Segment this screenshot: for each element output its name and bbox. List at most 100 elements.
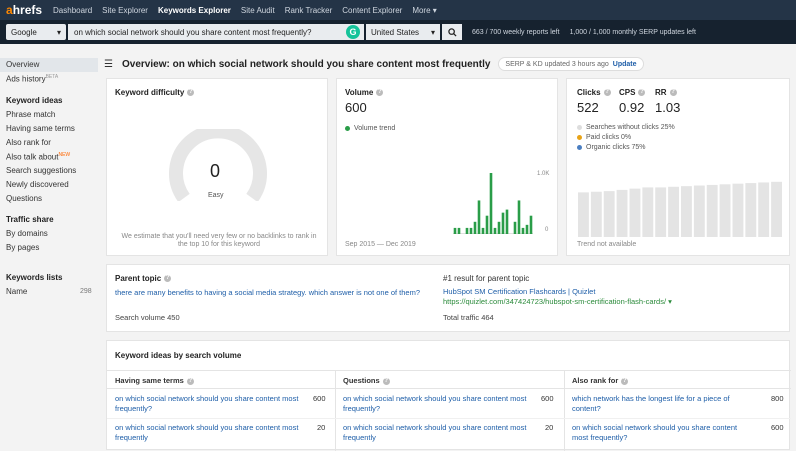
cps-label: CPS bbox=[619, 88, 636, 97]
kd-level: Easy bbox=[208, 192, 224, 199]
nav-rank-tracker[interactable]: Rank Tracker bbox=[284, 5, 333, 15]
clicks-bar bbox=[732, 183, 744, 237]
sidebar-item-also-rank[interactable]: Also rank for bbox=[6, 138, 51, 147]
nav-keywords-explorer[interactable]: Keywords Explorer bbox=[157, 5, 231, 15]
nav-dashboard[interactable]: Dashboard bbox=[53, 5, 93, 15]
top-navbar: a hrefs Dashboard Site Explorer Keywords … bbox=[0, 0, 796, 20]
help-icon[interactable]: ? bbox=[186, 377, 194, 385]
clicks-bar bbox=[590, 191, 602, 237]
legend-organic-clicks: Organic clicks 75% bbox=[577, 144, 646, 151]
keyword-input-value: on which social network should you share… bbox=[74, 27, 312, 37]
nav-more[interactable]: More ▾ bbox=[412, 5, 437, 15]
search-engine-select[interactable]: Google ▾ bbox=[6, 24, 66, 40]
table-row-keyword[interactable]: on which social network should you share… bbox=[343, 423, 527, 442]
clicks-trend-chart bbox=[578, 181, 782, 237]
rr-label: RR bbox=[655, 88, 667, 97]
rr-value: 1.03 bbox=[655, 100, 681, 115]
country-select[interactable]: United States ▾ bbox=[366, 24, 440, 40]
volume-bar bbox=[469, 227, 473, 234]
menu-icon[interactable]: ☰ bbox=[104, 58, 113, 70]
table-row-keyword[interactable]: on which social network should you share… bbox=[115, 394, 299, 413]
sidebar-item-by-pages[interactable]: By pages bbox=[6, 243, 40, 252]
nav-site-explorer[interactable]: Site Explorer bbox=[102, 5, 148, 15]
logo-a: a bbox=[6, 3, 13, 17]
help-icon[interactable]: ? bbox=[603, 89, 611, 97]
sidebar-item-phrase-match[interactable]: Phrase match bbox=[6, 110, 56, 119]
sidebar-item-by-domains[interactable]: By domains bbox=[6, 229, 48, 238]
clicks-label: Clicks bbox=[577, 88, 601, 97]
first-result-link[interactable]: HubSpot SM Certification Flashcards | Qu… bbox=[443, 287, 596, 296]
sidebar-item-newly-discovered[interactable]: Newly discovered bbox=[6, 180, 69, 189]
volume-bar bbox=[497, 221, 501, 234]
chevron-down-icon: ▾ bbox=[430, 27, 435, 37]
legend-without-clicks: Searches without clicks 25% bbox=[577, 124, 675, 131]
table-row-volume: 600 bbox=[313, 394, 326, 403]
grammarly-icon[interactable]: G bbox=[346, 25, 360, 39]
nav-site-audit[interactable]: Site Audit bbox=[240, 5, 275, 15]
sidebar-item-ads-history[interactable]: Ads historyBETA bbox=[6, 74, 58, 84]
cps-value: 0.92 bbox=[619, 100, 645, 115]
ahrefs-logo[interactable]: a hrefs bbox=[6, 0, 42, 20]
table-row-volume: 800 bbox=[771, 394, 784, 403]
volume-bar bbox=[489, 173, 493, 234]
col-head-text: Questions bbox=[343, 376, 380, 385]
volume-trend-label: Volume trend bbox=[354, 125, 396, 132]
volume-bar bbox=[529, 215, 533, 234]
volume-bar bbox=[513, 221, 517, 234]
col-head-same-terms: Having same terms? bbox=[115, 376, 194, 385]
volume-bar bbox=[457, 227, 461, 234]
table-row-volume: 600 bbox=[541, 394, 554, 403]
clicks-card: Clicks? CPS? RR? 522 0.92 1.03 Searches … bbox=[566, 78, 790, 256]
ads-history-label: Ads history bbox=[6, 74, 46, 84]
nav-content-explorer[interactable]: Content Explorer bbox=[342, 5, 403, 15]
help-icon[interactable]: ? bbox=[376, 89, 384, 97]
sidebar-item-same-terms[interactable]: Having same terms bbox=[6, 124, 75, 133]
beta-badge: BETA bbox=[45, 74, 59, 80]
sidebar-item-overview[interactable]: Overview bbox=[6, 60, 40, 69]
table-row-keyword[interactable]: on which social network should you share… bbox=[572, 423, 738, 442]
table-row-keyword[interactable]: on which social network should you share… bbox=[343, 394, 527, 413]
without-clicks-text: Searches without clicks 25% bbox=[586, 124, 675, 131]
keyword-ideas-title: Keyword ideas by search volume bbox=[115, 351, 242, 360]
clicks-bar bbox=[578, 192, 589, 237]
help-icon[interactable]: ? bbox=[621, 377, 629, 385]
keyword-input[interactable]: on which social network should you share… bbox=[68, 24, 364, 40]
sidebar-item-search-suggestions[interactable]: Search suggestions bbox=[6, 166, 77, 175]
clicks-bar bbox=[745, 183, 757, 237]
volume-bar bbox=[493, 227, 497, 234]
sidebar-item-also-talk[interactable]: Also talk aboutNEW bbox=[6, 152, 70, 162]
clicks-bar bbox=[668, 186, 679, 237]
help-icon[interactable]: ? bbox=[638, 89, 646, 97]
clicks-bar bbox=[642, 187, 654, 237]
volume-card: Volume? 600 Volume trend 1.0K 0 Sep 2015… bbox=[336, 78, 558, 256]
sidebar-heading-keyword-ideas: Keyword ideas bbox=[6, 96, 63, 105]
paid-clicks-text: Paid clicks 0% bbox=[586, 134, 632, 141]
volume-axis-top: 1.0K bbox=[537, 171, 550, 177]
volume-trend-chart bbox=[453, 173, 533, 234]
volume-bar bbox=[501, 212, 505, 234]
help-icon[interactable]: ? bbox=[669, 89, 677, 97]
table-row-keyword[interactable]: on which social network should you share… bbox=[115, 423, 299, 442]
first-result-url[interactable]: https://quizlet.com/347424723/hubspot-sm… bbox=[443, 297, 672, 306]
update-button[interactable]: Update bbox=[612, 60, 637, 68]
sidebar-item-questions[interactable]: Questions bbox=[6, 194, 43, 203]
clicks-title: Clicks? bbox=[577, 88, 611, 97]
divider bbox=[564, 370, 565, 451]
help-icon[interactable]: ? bbox=[382, 377, 390, 385]
table-row-keyword[interactable]: which network has the longest life for a… bbox=[572, 394, 730, 413]
orange-dot-icon bbox=[577, 135, 582, 140]
sidebar-item-name[interactable]: Name bbox=[6, 287, 28, 296]
help-icon[interactable]: ? bbox=[187, 89, 195, 97]
divider bbox=[107, 388, 791, 389]
search-button[interactable] bbox=[442, 24, 462, 40]
volume-bar bbox=[477, 200, 481, 234]
volume-bar bbox=[473, 221, 477, 234]
volume-bar bbox=[505, 209, 509, 234]
help-icon[interactable]: ? bbox=[164, 275, 172, 283]
keyword-ideas-card: Keyword ideas by search volume Having sa… bbox=[106, 340, 791, 451]
keyword-difficulty-card: Keyword difficulty? 0 Easy We estimate t… bbox=[106, 78, 328, 256]
parent-topic-link[interactable]: there are many benefits to having a soci… bbox=[115, 288, 421, 297]
volume-bar bbox=[525, 224, 529, 234]
volume-bar bbox=[465, 227, 469, 234]
blue-dot-icon bbox=[577, 145, 582, 150]
